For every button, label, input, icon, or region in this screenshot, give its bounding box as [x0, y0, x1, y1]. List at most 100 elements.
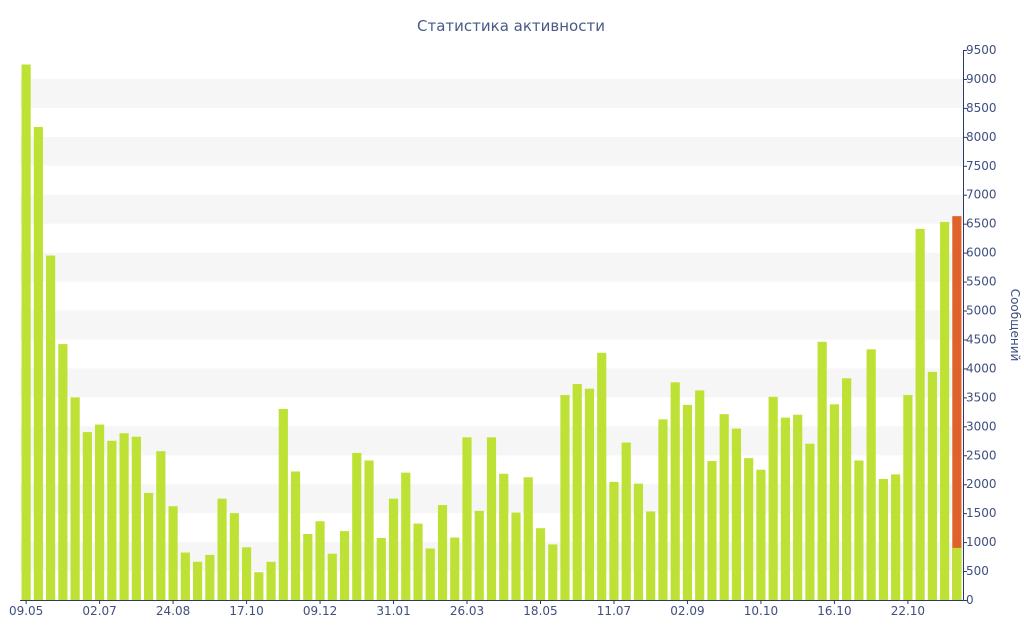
y-tick-label: 2000	[966, 477, 997, 491]
bar	[682, 404, 693, 600]
x-tick-label: 18.05	[523, 604, 557, 618]
bar	[131, 436, 141, 600]
y-tick-label: 9000	[966, 72, 997, 86]
bar	[290, 471, 301, 600]
bar	[621, 442, 631, 600]
bar	[793, 414, 803, 600]
bar	[254, 572, 264, 600]
bar	[180, 552, 190, 600]
bar	[352, 452, 362, 600]
grid-band	[20, 194, 963, 224]
x-tick-label: 09.12	[303, 604, 337, 618]
bar	[915, 228, 925, 601]
y-tick-label: 0	[966, 593, 974, 607]
bar	[364, 460, 374, 600]
bar	[731, 428, 742, 600]
y-tick-label: 6500	[966, 217, 997, 231]
x-tick-label: 09.05	[9, 604, 43, 618]
bar	[303, 534, 313, 600]
bar	[940, 221, 950, 600]
bar	[535, 528, 546, 600]
y-tick-label: 8000	[966, 130, 997, 144]
bar	[780, 417, 791, 600]
bar	[205, 554, 215, 600]
bar	[658, 419, 668, 600]
bar	[192, 561, 203, 600]
bar	[633, 483, 644, 600]
bar	[401, 472, 411, 600]
bar	[474, 510, 484, 600]
bar	[572, 384, 582, 600]
x-tick-label: 10.10	[744, 604, 778, 618]
bar	[927, 371, 937, 600]
bar	[33, 127, 43, 600]
bar	[646, 511, 656, 600]
y-tick-label: 1500	[966, 506, 997, 520]
bar	[425, 548, 435, 600]
y-tick-label: 7000	[966, 188, 997, 202]
bar	[119, 433, 129, 600]
bar	[707, 461, 717, 600]
y-tick-label: 3500	[966, 390, 997, 404]
x-tick-label: 02.07	[82, 604, 116, 618]
bar	[548, 544, 558, 600]
bar	[499, 473, 509, 600]
bar	[744, 458, 754, 600]
x-tick-label: 11.07	[597, 604, 631, 618]
y-tick-label: 5000	[966, 304, 997, 318]
bar	[21, 64, 31, 600]
bar-current-overlay	[952, 547, 962, 600]
bar-current	[952, 216, 962, 600]
y-axis-label: Сообщений	[1008, 289, 1022, 362]
bar	[695, 390, 705, 600]
bars	[21, 64, 962, 601]
bar	[95, 424, 105, 600]
y-tick-label: 5500	[966, 275, 997, 289]
x-axis-ticks: 09.05 02.07 24.08 17.10 09.12 31.01 26.03 18.05…	[9, 600, 925, 618]
x-tick-label: 17.10	[229, 604, 263, 618]
bar	[854, 460, 864, 600]
bar	[376, 538, 386, 600]
bar	[437, 505, 448, 600]
bar	[756, 469, 766, 600]
bar	[327, 553, 337, 600]
y-tick-label: 9500	[966, 43, 997, 57]
bar	[866, 349, 876, 600]
bar	[817, 341, 827, 600]
x-tick-label: 26.03	[450, 604, 484, 618]
bar	[168, 506, 178, 600]
bar	[560, 395, 570, 600]
bar	[609, 481, 619, 600]
y-tick-label: 6000	[966, 246, 997, 260]
bar	[229, 513, 239, 600]
y-tick-label: 7500	[966, 159, 997, 173]
bar	[217, 498, 227, 600]
axes	[20, 50, 964, 601]
y-tick-label: 3000	[966, 419, 997, 433]
chart-title: Статистика активности	[417, 17, 605, 35]
bar	[278, 408, 288, 600]
x-tick-label: 16.10	[817, 604, 851, 618]
grid-band	[20, 310, 963, 340]
bar	[670, 382, 680, 600]
bar	[339, 531, 350, 600]
grid-band	[20, 368, 963, 398]
bar	[388, 498, 399, 600]
bar	[143, 492, 154, 600]
grid-band	[20, 252, 963, 282]
y-tick-label: 4500	[966, 332, 997, 346]
bar	[46, 255, 56, 601]
bar	[462, 437, 472, 600]
bar	[805, 443, 815, 600]
bar	[597, 352, 607, 600]
x-tick-label: 24.08	[156, 604, 190, 618]
bar	[486, 437, 497, 600]
y-tick-label: 8500	[966, 101, 997, 115]
bar	[156, 451, 166, 600]
bar	[511, 512, 521, 600]
bar	[829, 404, 840, 600]
bar	[719, 414, 729, 600]
bar	[82, 432, 92, 600]
bar	[70, 397, 80, 600]
bar	[584, 388, 595, 600]
